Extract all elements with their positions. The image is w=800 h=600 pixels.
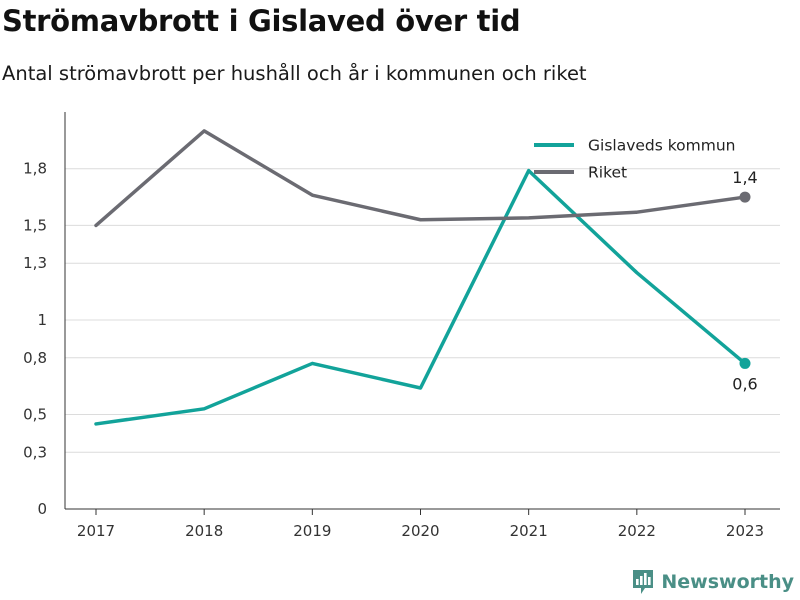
series-line-0 [94,168,747,426]
newsworthy-logo: Newsworthy [631,568,794,596]
series-line-1 [94,129,747,228]
end-value-label: 1,4 [732,168,757,187]
x-tick-label: 2020 [401,522,439,540]
y-tick-label: 0,5 [23,405,47,423]
grid-lines [65,168,780,453]
x-tick-label: 2021 [510,522,548,540]
y-tick-label: 1,8 [23,160,47,178]
series-lines [94,129,751,426]
y-tick-label: 0,3 [23,443,47,461]
chart-title: Strömavbrott i Gislaved över tid [2,4,521,38]
y-tick-label: 1 [37,311,47,329]
value-labels: 0,6 1,4 [732,168,757,393]
x-tick-label: 2022 [618,522,656,540]
end-value-label: 0,6 [732,374,757,393]
series-end-point-1 [739,191,751,203]
y-tick-label: 1,5 [23,216,47,234]
line-chart: 0 0,3 0,5 0,8 1 1,3 1,5 1,8 2017 2018 2019 2020 2021… [23,112,780,540]
x-tick-label: 2018 [185,522,223,540]
x-tick-label: 2019 [293,522,331,540]
chart-subtitle: Antal strömavbrott per hushåll och år i … [2,62,587,85]
x-tick-label: 2017 [77,522,115,540]
y-tick-label: 1,3 [23,254,47,272]
axes: 0 0,3 0,5 0,8 1 1,3 1,5 1,8 2017 2018 2019 2020 2021… [23,112,780,540]
legend-label: Gislaveds kommun [588,137,736,155]
legend-label: Riket [588,164,627,182]
x-tick-label: 2023 [726,522,764,540]
brand-name: Newsworthy [661,571,794,593]
bar-chart-logo-icon [633,570,654,594]
legend: Gislaveds kommun Riket [534,137,736,182]
series-end-point-0 [739,357,751,369]
y-tick-label: 0,8 [23,349,47,367]
y-tick-label: 0 [37,500,47,518]
